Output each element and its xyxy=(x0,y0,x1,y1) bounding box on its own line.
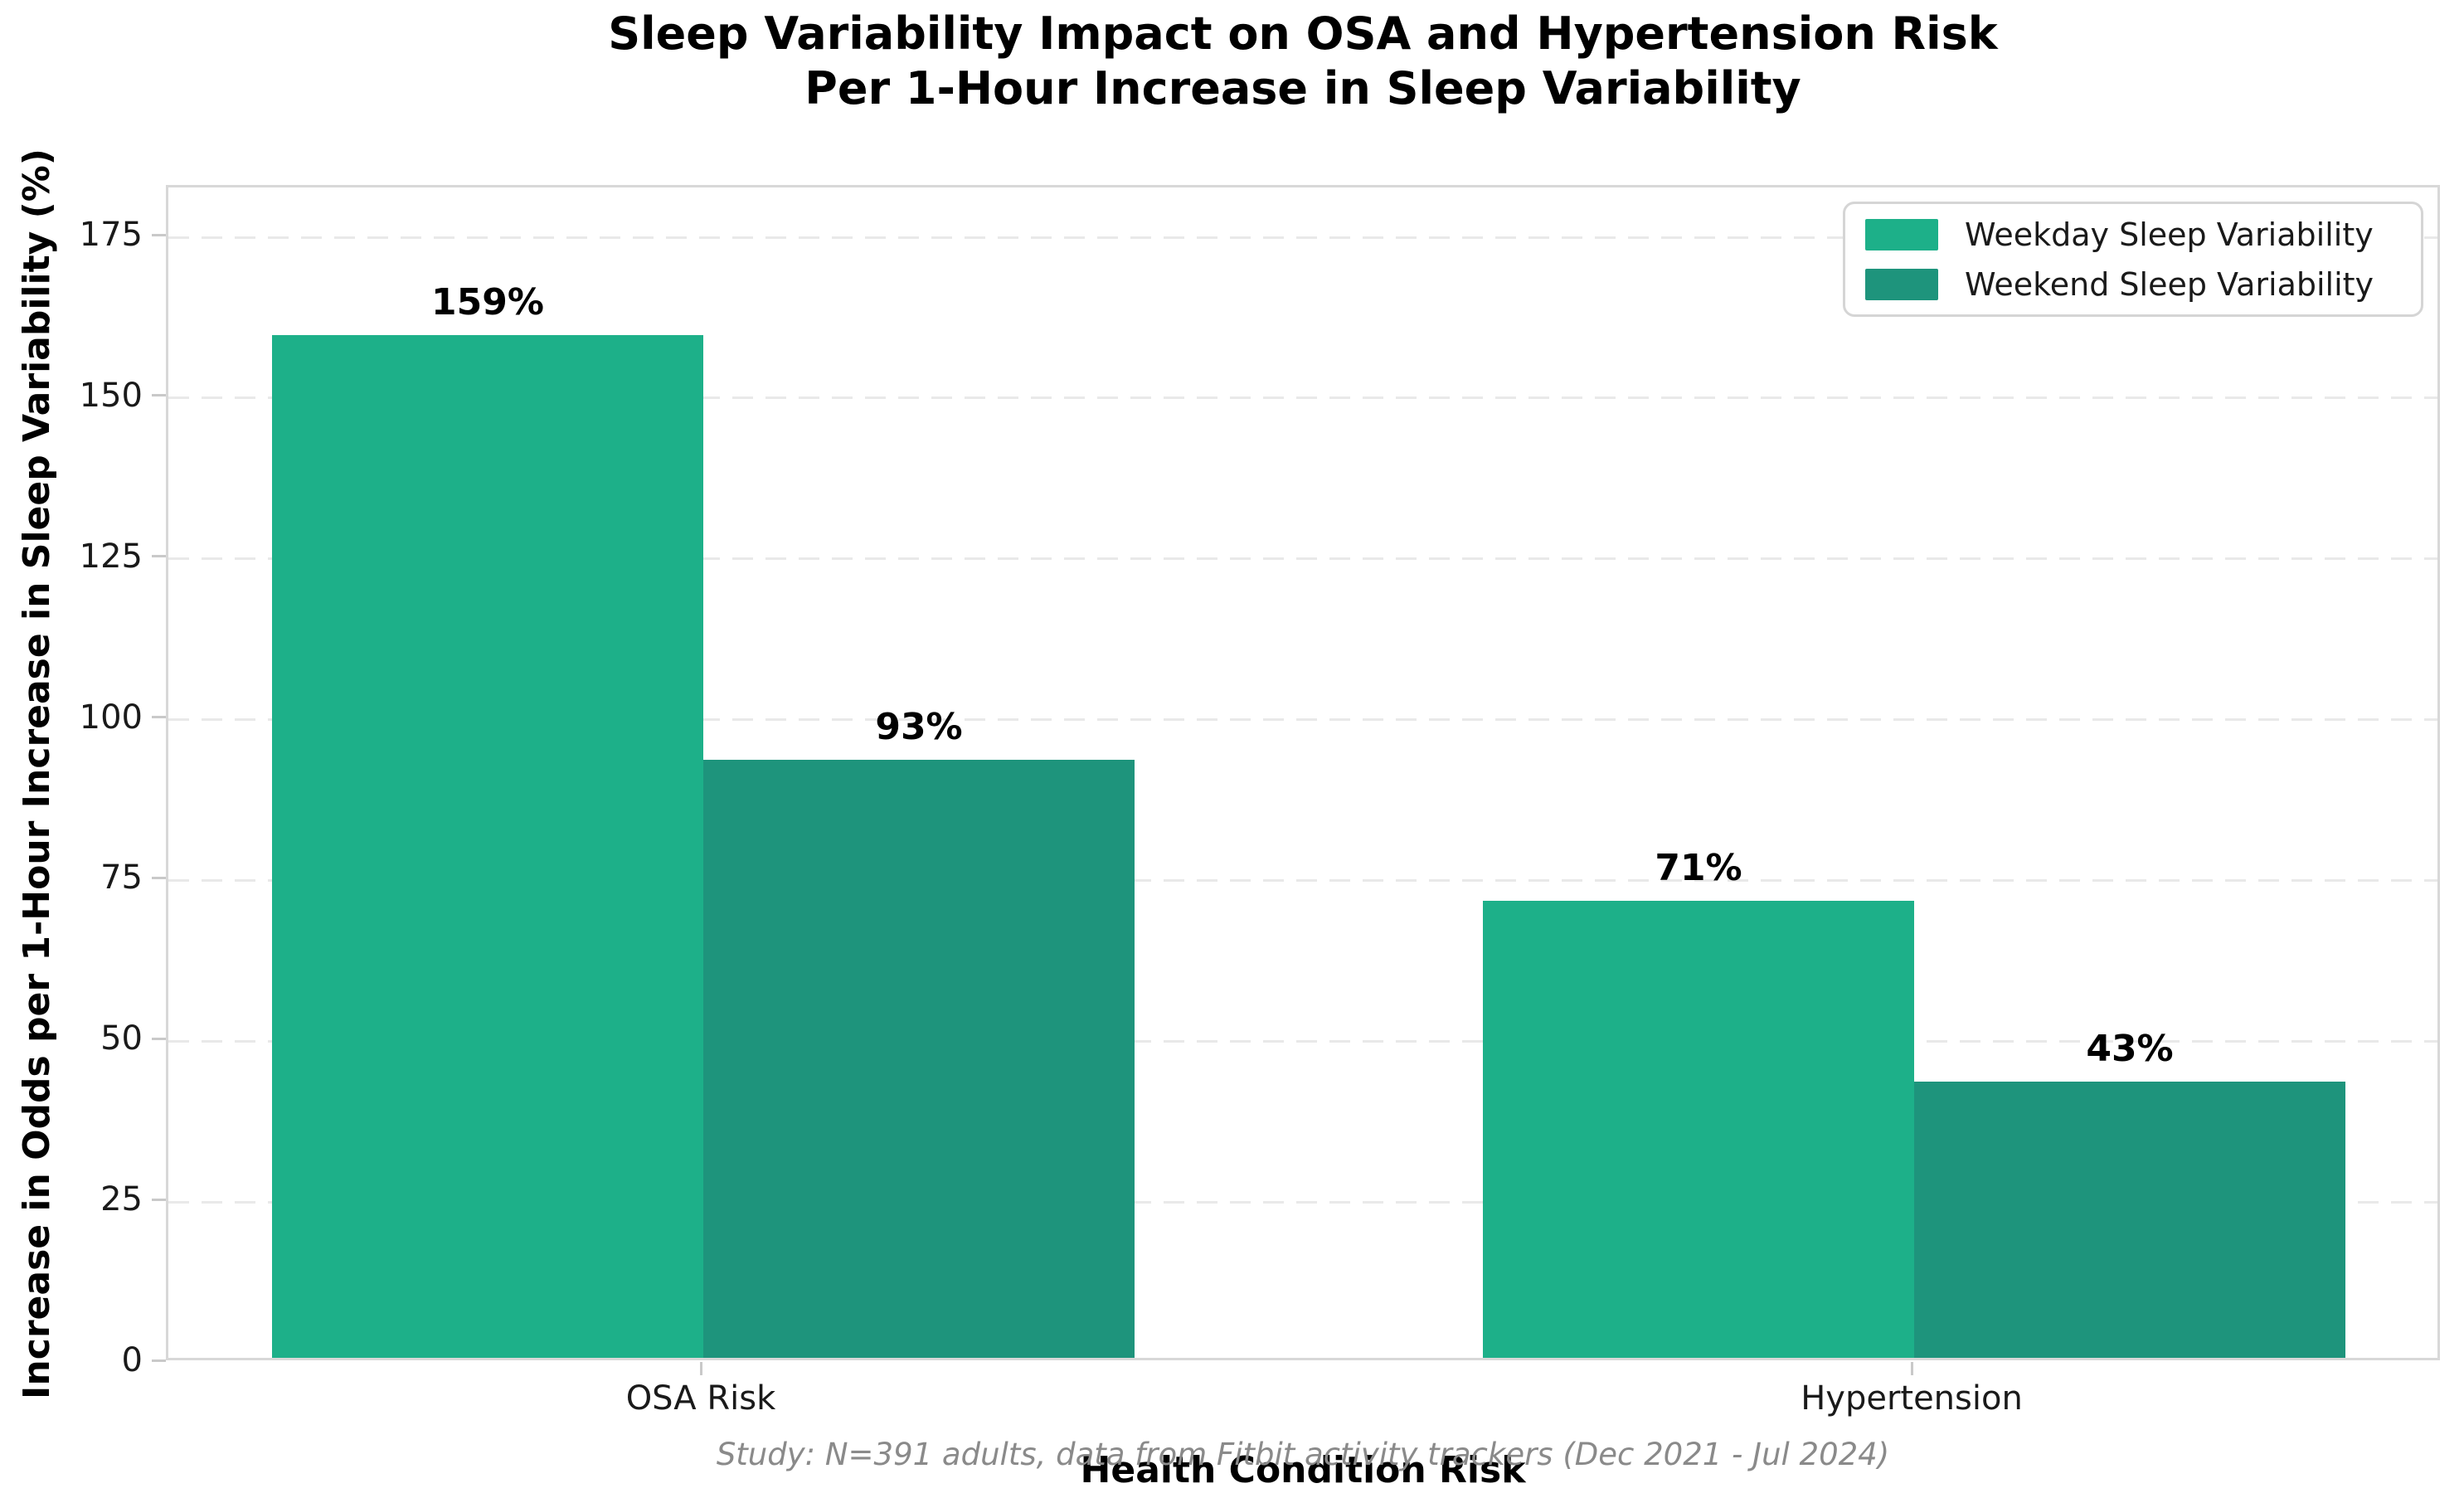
bar-weekday-sleep-variability-osa-risk xyxy=(272,335,703,1358)
gridline-25 xyxy=(168,1200,2437,1204)
bar-weekday-sleep-variability-hypertension xyxy=(1483,901,1914,1358)
y-tick-label-150: 150 xyxy=(79,376,143,415)
legend-item-weekday: Weekday Sleep Variability xyxy=(1865,216,2401,253)
y-tick-label-125: 125 xyxy=(79,537,143,576)
y-tick-mark-75 xyxy=(152,876,166,879)
chart-title-line-2: Per 1-Hour Increase in Sleep Variability xyxy=(804,61,1801,114)
y-tick-mark-0 xyxy=(152,1359,166,1362)
gridline-50 xyxy=(168,1039,2437,1043)
chart-title-line-1: Sleep Variability Impact on OSA and Hype… xyxy=(608,7,1998,60)
y-tick-label-100: 100 xyxy=(79,698,143,737)
gridline-75 xyxy=(168,878,2437,882)
legend-item-weekend: Weekend Sleep Variability xyxy=(1865,266,2401,303)
gridline-150 xyxy=(168,396,2437,400)
bar-weekend-sleep-variability-hypertension xyxy=(1914,1081,2345,1358)
y-tick-mark-50 xyxy=(152,1037,166,1040)
y-tick-mark-25 xyxy=(152,1198,166,1201)
gridline-175 xyxy=(168,236,2437,239)
gridline-125 xyxy=(168,557,2437,561)
y-tick-label-75: 75 xyxy=(100,858,143,897)
y-tick-mark-150 xyxy=(152,394,166,397)
bar-value-label-weekend-sleep-variability-osa-risk: 93% xyxy=(875,705,963,748)
bar-value-label-weekend-sleep-variability-hypertension: 43% xyxy=(2086,1027,2174,1070)
gridline-100 xyxy=(168,718,2437,722)
y-tick-label-0: 0 xyxy=(121,1341,143,1379)
legend-label-weekend: Weekend Sleep Variability xyxy=(1965,265,2374,303)
x-tick-mark-hypertension xyxy=(1910,1362,1913,1375)
bar-value-label-weekday-sleep-variability-hypertension: 71% xyxy=(1655,847,1742,890)
study-footnote: Study: N=391 adults, data from Fitbit ac… xyxy=(716,1437,1890,1472)
legend-label-weekday: Weekday Sleep Variability xyxy=(1965,216,2374,253)
y-tick-label-175: 175 xyxy=(79,216,143,255)
x-tick-label-osa-risk: OSA Risk xyxy=(625,1379,776,1418)
plot-area: 159% 71% 93% 43% xyxy=(166,185,2440,1360)
bar-weekend-sleep-variability-osa-risk xyxy=(703,759,1135,1358)
legend-swatch-weekend-icon xyxy=(1865,268,1938,300)
y-tick-mark-125 xyxy=(152,555,166,558)
legend: Weekday Sleep Variability Weekend Sleep … xyxy=(1843,202,2423,317)
y-tick-label-25: 25 xyxy=(100,1180,143,1219)
y-tick-mark-175 xyxy=(152,233,166,236)
x-tick-label-hypertension: Hypertension xyxy=(1801,1379,2023,1418)
y-tick-label-50: 50 xyxy=(100,1019,143,1058)
bar-value-label-weekday-sleep-variability-osa-risk: 159% xyxy=(431,281,544,324)
x-axis-title: Health Condition Risk xyxy=(1080,1449,1526,1491)
y-tick-mark-100 xyxy=(152,716,166,719)
legend-swatch-weekday-icon xyxy=(1865,218,1938,250)
page-title: Sleep Variability Impact on OSA and Hype… xyxy=(166,7,2440,116)
x-tick-mark-osa-risk xyxy=(699,1362,702,1375)
